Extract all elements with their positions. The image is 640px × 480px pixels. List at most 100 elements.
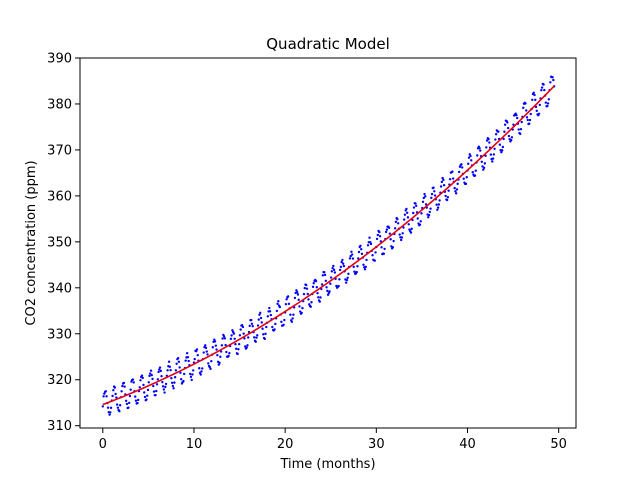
scatter-point xyxy=(163,391,166,394)
scatter-point xyxy=(143,391,146,394)
scatter-point xyxy=(314,279,318,283)
scatter-point xyxy=(366,244,370,247)
scatter-point xyxy=(465,176,468,179)
scatter-point xyxy=(534,98,537,102)
scatter-point xyxy=(234,347,238,351)
scatter-point xyxy=(128,394,132,398)
scatter-point xyxy=(464,182,468,186)
scatter-point xyxy=(193,357,196,361)
scatter-point xyxy=(493,147,496,151)
scatter-point xyxy=(492,153,496,156)
y-tick-label-6: 370 xyxy=(47,143,72,158)
y-tick-label-3: 340 xyxy=(47,281,72,296)
scatter-point xyxy=(506,121,509,124)
scatter-point xyxy=(184,359,187,362)
scatter-point xyxy=(497,130,500,133)
scatter-point xyxy=(261,327,264,330)
scatter-point xyxy=(240,324,244,327)
scatter-point xyxy=(448,177,452,181)
scatter-point xyxy=(310,301,313,304)
scatter-point xyxy=(162,388,166,391)
scatter-point xyxy=(172,387,175,390)
scatter-point xyxy=(348,257,352,260)
scatter-point xyxy=(349,254,352,258)
model-line xyxy=(102,85,555,406)
scatter-point xyxy=(392,239,395,243)
scatter-point xyxy=(216,353,219,357)
scatter-point xyxy=(474,169,477,172)
scatter-point xyxy=(331,266,334,270)
scatter-point xyxy=(356,265,359,268)
scatter-point xyxy=(277,300,280,303)
scatter-point xyxy=(164,385,167,389)
scatter-point xyxy=(479,149,482,152)
scatter-point xyxy=(359,244,362,247)
scatter-point xyxy=(500,149,504,152)
scatter-point xyxy=(547,98,551,101)
scatter-point xyxy=(329,276,333,279)
scatter-point xyxy=(533,93,536,97)
scatter-point xyxy=(273,328,276,331)
scatter-point xyxy=(419,220,422,223)
x-axis-label: Time (months) xyxy=(279,457,375,472)
scatter-point xyxy=(427,216,430,219)
y-axis-label: CO2 concentration (ppm) xyxy=(24,160,39,325)
scatter-point xyxy=(265,325,268,329)
scatter-point xyxy=(396,222,400,225)
scatter-point xyxy=(132,381,135,384)
scatter-point xyxy=(441,176,444,180)
scatter-point xyxy=(175,362,178,366)
scatter-point xyxy=(437,203,441,206)
scatter-point xyxy=(485,139,489,142)
scatter-point xyxy=(102,395,105,398)
scatter-point xyxy=(332,264,335,268)
scatter-point xyxy=(152,390,156,393)
scatter-point xyxy=(439,185,443,188)
scatter-point xyxy=(460,163,463,166)
scatter-point xyxy=(544,101,548,104)
scatter-point xyxy=(445,198,449,202)
scatter-point xyxy=(114,392,117,396)
scatter-point xyxy=(488,141,491,144)
y-tick-label-1: 320 xyxy=(47,373,72,388)
scatter-point xyxy=(303,286,306,290)
scatter-point xyxy=(328,290,331,293)
scatter-point xyxy=(196,353,199,357)
scatter-point xyxy=(365,258,368,262)
scatter-point xyxy=(150,373,153,377)
scatter-point xyxy=(169,368,172,372)
scatter-point xyxy=(191,373,194,376)
scatter-point xyxy=(369,242,373,246)
scatter-point xyxy=(326,289,329,293)
scatter-point xyxy=(424,195,427,198)
scatter-point xyxy=(306,292,309,296)
scatter-point xyxy=(423,192,426,196)
scatter-point xyxy=(161,380,164,384)
scatter-point xyxy=(520,120,523,124)
scatter-point xyxy=(123,385,126,388)
scatter-point xyxy=(453,186,456,190)
scatter-point xyxy=(259,311,262,315)
scatter-point xyxy=(222,335,226,338)
scatter-point xyxy=(315,285,318,289)
scatter-point xyxy=(182,379,185,383)
scatter-point xyxy=(394,220,398,224)
scatter-point xyxy=(351,257,355,260)
scatter-point xyxy=(338,268,342,272)
scatter-point xyxy=(179,378,183,381)
scatter-point xyxy=(471,170,474,174)
scatter-point xyxy=(447,189,450,192)
scatter-point xyxy=(219,355,222,358)
scatter-point xyxy=(225,350,228,354)
scatter-point xyxy=(406,216,410,219)
scatter-point xyxy=(341,262,345,265)
scatter-point xyxy=(199,373,202,376)
scatter-point xyxy=(264,332,267,336)
scatter-point xyxy=(405,207,408,211)
scatter-point xyxy=(207,362,210,365)
scatter-point xyxy=(323,273,327,277)
scatter-point xyxy=(140,374,144,377)
scatter-point xyxy=(355,270,358,274)
scatter-point xyxy=(469,154,472,158)
